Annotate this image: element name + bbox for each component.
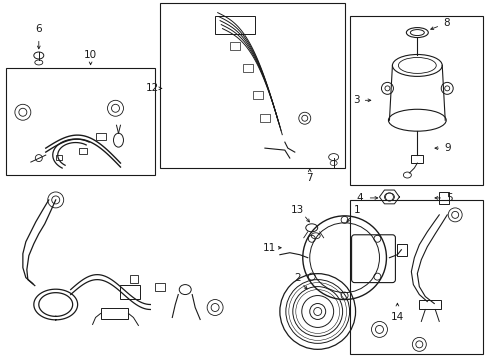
Bar	[155, 283, 165, 291]
Text: 12: 12	[145, 84, 159, 93]
Text: 7: 7	[306, 173, 312, 183]
Text: 3: 3	[352, 95, 359, 105]
Text: 10: 10	[84, 50, 97, 60]
Text: 1: 1	[353, 205, 360, 215]
Bar	[349, 15, 482, 185]
Bar	[120, 285, 140, 298]
Text: 11: 11	[263, 243, 276, 253]
Bar	[349, 200, 482, 354]
Text: 4: 4	[356, 193, 362, 203]
Bar	[410, 155, 423, 163]
Bar	[215, 15, 254, 33]
Bar	[160, 3, 344, 168]
Bar	[6, 68, 155, 175]
Bar	[101, 307, 128, 319]
Text: 8: 8	[442, 18, 448, 28]
Bar	[252, 91, 263, 99]
Bar	[130, 275, 138, 283]
Bar	[397, 244, 407, 256]
Bar	[419, 300, 440, 310]
Text: 5: 5	[445, 193, 451, 203]
Text: 9: 9	[443, 143, 449, 153]
Bar	[229, 41, 240, 50]
Text: 2: 2	[294, 273, 301, 283]
Bar	[243, 64, 252, 72]
Text: 13: 13	[290, 205, 304, 215]
Bar	[95, 133, 105, 140]
Bar	[56, 155, 61, 160]
Text: 6: 6	[36, 24, 42, 33]
Text: 14: 14	[390, 312, 403, 323]
Bar	[438, 192, 448, 204]
Bar	[79, 148, 86, 154]
Bar	[260, 114, 269, 122]
